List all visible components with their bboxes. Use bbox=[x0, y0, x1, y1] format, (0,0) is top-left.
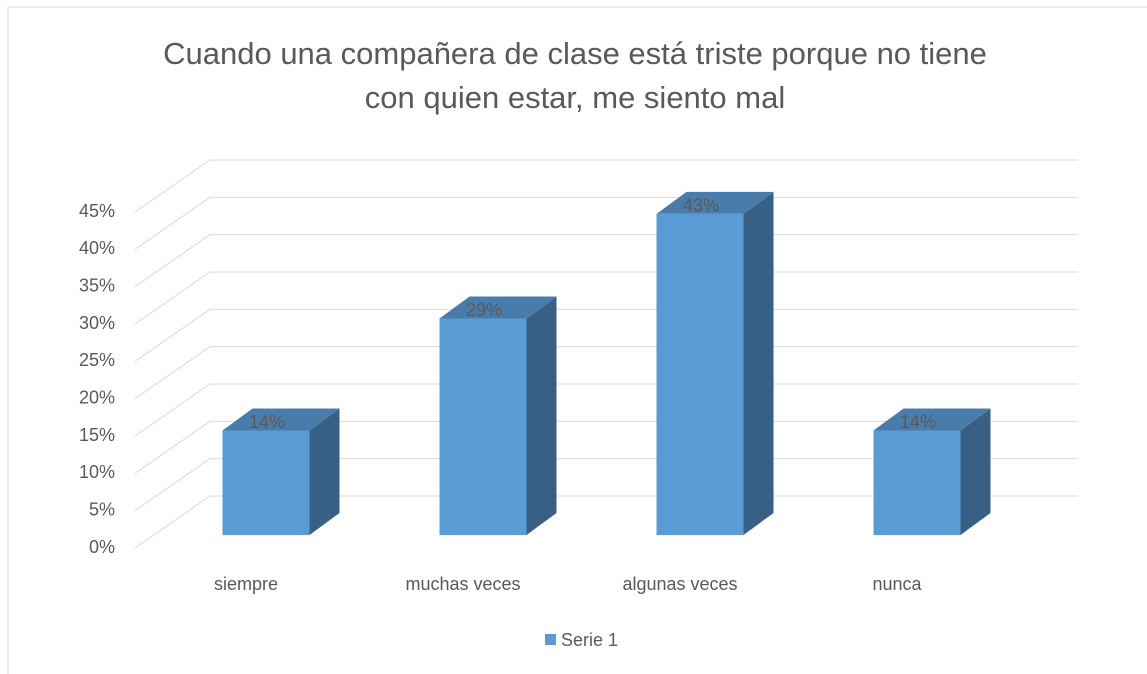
grid-line-side bbox=[134, 159, 211, 213]
grid-line-side bbox=[134, 196, 211, 250]
bar bbox=[439, 318, 527, 535]
y-tick-label: 45% bbox=[79, 201, 115, 221]
grid-line-side bbox=[134, 234, 211, 288]
chart-title: Cuando una compañera de clase está trist… bbox=[163, 36, 987, 115]
y-tick-label: 25% bbox=[79, 350, 115, 370]
grid-line-side bbox=[134, 495, 211, 549]
bar-top bbox=[873, 408, 991, 431]
grid-line-side bbox=[134, 271, 211, 325]
bar bbox=[656, 213, 744, 535]
y-tick-label: 35% bbox=[79, 275, 115, 295]
legend-swatch bbox=[545, 634, 556, 645]
data-label: 14% bbox=[249, 412, 285, 432]
bar bbox=[222, 430, 310, 535]
y-tick-label: 5% bbox=[89, 499, 115, 519]
y-tick-label: 10% bbox=[79, 462, 115, 482]
grid-line-side bbox=[134, 383, 211, 437]
bar-top bbox=[656, 191, 774, 214]
grid-line-side bbox=[134, 458, 211, 512]
data-label: 29% bbox=[466, 300, 502, 320]
data-label: 14% bbox=[900, 412, 936, 432]
y-tick-label: 40% bbox=[79, 238, 115, 258]
bar-side bbox=[743, 191, 774, 535]
data-label: 43% bbox=[683, 196, 719, 216]
x-tick-label: siempre bbox=[214, 574, 278, 594]
y-tick-label: 20% bbox=[79, 387, 115, 407]
bar-side bbox=[526, 296, 557, 535]
y-tick-label: 0% bbox=[89, 537, 115, 557]
bar-side bbox=[309, 408, 340, 535]
x-tick-label: nunca bbox=[872, 574, 922, 594]
bar-top bbox=[439, 296, 557, 319]
x-tick-label: muchas veces bbox=[405, 574, 520, 594]
x-tick-label: algunas veces bbox=[622, 574, 737, 594]
chart-border bbox=[7, 6, 1147, 674]
grid-line-side bbox=[134, 346, 211, 400]
bar bbox=[873, 430, 961, 535]
grid-line-side bbox=[134, 420, 211, 474]
bar-top bbox=[222, 408, 340, 431]
bar-side bbox=[960, 408, 991, 535]
grid-line-side bbox=[134, 308, 211, 362]
y-tick-label: 30% bbox=[79, 313, 115, 333]
y-tick-label: 15% bbox=[79, 425, 115, 445]
legend-label: Serie 1 bbox=[561, 630, 618, 650]
